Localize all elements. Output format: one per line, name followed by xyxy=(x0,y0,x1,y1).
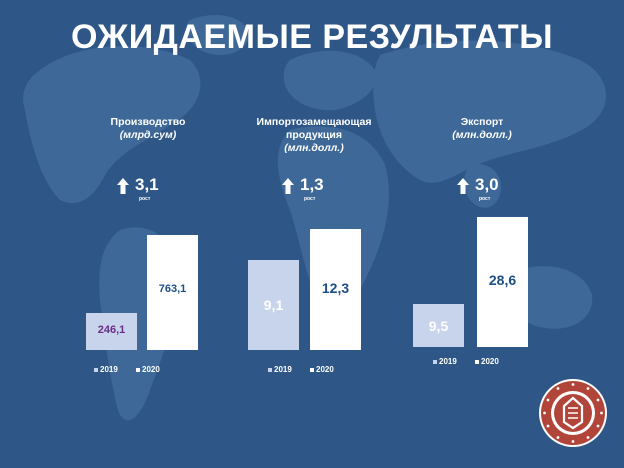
bar-2020: 763,1 xyxy=(147,235,198,350)
bar-value-label: 763,1 xyxy=(158,283,187,296)
panel-2-legend: 2019 2020 xyxy=(268,365,350,374)
panel-2-unit: (млн.долл.) xyxy=(284,142,344,154)
up-arrow-icon xyxy=(282,178,294,194)
panel-3-growth-value: 3,0 xyxy=(475,175,499,194)
legend-item-2020: 2020 xyxy=(475,357,499,366)
panel-2-growth-caption: рост xyxy=(304,196,316,202)
bar-value-label: 28,6 xyxy=(488,271,517,288)
company-logo xyxy=(539,379,607,447)
legend-label-2019: 2019 xyxy=(439,357,457,366)
legend-swatch-2020 xyxy=(475,359,480,364)
panel-1-unit: (млрд.сум) xyxy=(119,129,177,141)
legend-label-2019: 2019 xyxy=(100,365,118,374)
legend-swatch-2019 xyxy=(94,367,98,372)
panel-3-unit: (млн.долл.) xyxy=(452,129,512,141)
bar-2019: 9,5 xyxy=(413,304,464,347)
panel-3-title: Экспорт (млн.долл.) xyxy=(407,116,557,142)
legend-label-2019: 2019 xyxy=(274,365,292,374)
legend-label-2020: 2020 xyxy=(481,357,499,366)
legend-item-2020: 2020 xyxy=(310,365,334,374)
up-arrow-icon xyxy=(117,178,129,194)
panel-2-title-line-2: продукция xyxy=(286,129,342,141)
legend-swatch-2019 xyxy=(268,367,272,372)
legend-label-2020: 2020 xyxy=(142,365,160,374)
bar-value-label: 9,1 xyxy=(263,297,284,313)
bar-2019: 9,1 xyxy=(248,260,299,350)
panel-2-title: Импортозамещающая продукция (млн.долл.) xyxy=(239,116,389,155)
legend-item-2019: 2019 xyxy=(268,365,292,374)
bar-value-label: 246,1 xyxy=(97,323,126,336)
panel-3-legend: 2019 2020 xyxy=(433,357,515,366)
bar-value-label: 9,5 xyxy=(428,317,449,334)
legend-swatch-2020 xyxy=(310,367,315,372)
page-title: ОЖИДАЕМЫЕ РЕЗУЛЬТАТЫ xyxy=(71,18,553,56)
up-arrow-icon xyxy=(457,178,469,194)
panel-2-growth-value: 1,3 xyxy=(300,175,324,194)
bar-2019: 246,1 xyxy=(86,313,137,350)
legend-label-2020: 2020 xyxy=(316,365,334,374)
legend-item-2019: 2019 xyxy=(433,357,457,366)
panel-1-growth-caption: рост xyxy=(139,196,151,202)
panel-1-growth-value: 3,1 xyxy=(135,175,159,194)
panel-3-title-text: Экспорт xyxy=(460,116,504,128)
bar-2020: 28,6 xyxy=(477,217,528,347)
panel-1-title-text: Производство xyxy=(110,116,186,128)
legend-swatch-2020 xyxy=(136,367,141,372)
panel-3-growth-caption: рост xyxy=(479,196,491,202)
legend-item-2020: 2020 xyxy=(136,365,160,374)
panel-1-title: Производство (млрд.сум) xyxy=(73,116,223,142)
legend-item-2019: 2019 xyxy=(94,365,118,374)
bar-value-label: 12,3 xyxy=(321,279,350,296)
legend-swatch-2019 xyxy=(433,359,437,364)
panel-2-title-line-1: Импортозамещающая xyxy=(256,116,372,128)
bar-2020: 12,3 xyxy=(310,229,361,350)
panel-1-legend: 2019 2020 xyxy=(94,365,176,374)
